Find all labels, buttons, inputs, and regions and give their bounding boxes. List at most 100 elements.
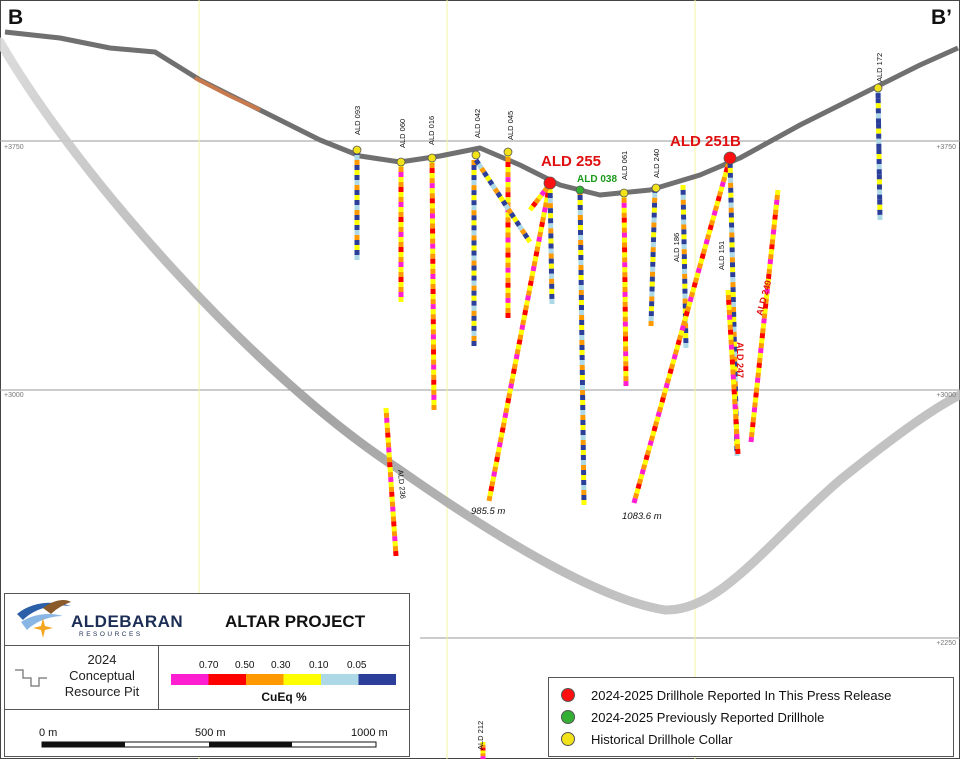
drill-interval [773,204,779,211]
drill-interval [699,253,706,260]
depth-ald-255: 985.5 m [471,506,505,517]
drill-interval [496,441,503,448]
collar-marker [427,153,437,163]
collar-marker [503,147,513,157]
drill-interval [517,224,524,232]
drill-interval [773,199,780,206]
drill-interval [702,243,709,250]
grade-legend-title: CuEq % [261,690,307,704]
drill-interval [540,211,547,218]
drill-interval [519,228,527,236]
drill-interval [662,387,669,394]
label-ald-061: ALD 061 [620,151,629,180]
drill-interval [763,298,769,304]
drill-interval [694,272,701,279]
drill-interval [514,220,522,227]
drill-interval [696,262,704,269]
collar-marker [543,176,557,190]
drill-interval [634,487,641,495]
drill-interval [533,197,541,205]
drill-interval [488,485,495,492]
pit-year: 2024 [87,652,117,667]
green-dot-icon [561,710,575,724]
drill-interval [770,229,777,235]
drill-interval [671,353,678,360]
project-title: ALTAR PROJECT [225,612,366,631]
drill-interval [509,211,516,219]
drill-interval [757,352,764,359]
drill-interval [539,189,547,197]
drill-interval [656,406,664,413]
drill-interval [762,308,768,314]
legend-item-reported: 2024-2025 Drillhole Reported In This Pre… [561,685,891,705]
drill-interval [493,461,499,468]
drillhole-traces [354,87,883,759]
drill-interval [750,421,756,428]
drill-interval [722,171,729,178]
scale-label: 0 m [39,727,58,739]
drill-interval [511,363,518,370]
collar-marker [723,151,737,165]
drill-interval [655,411,662,418]
drill-interval [686,301,693,308]
drill-interval [682,315,689,322]
red-dot-icon [561,688,575,702]
drill-interval [482,170,489,178]
drill-interval [539,221,545,228]
drill-interval [718,186,725,193]
drill-interval [540,216,546,223]
drill-interval [512,358,519,365]
drill-interval [749,426,756,433]
elevation-label: +3750 [4,144,24,151]
collar-marker [619,188,629,198]
drill-interval [503,203,511,211]
drill-interval [670,358,677,365]
drill-interval [503,407,510,414]
drill-interval [688,291,696,298]
drill-interval [772,209,779,215]
drill-interval [632,492,640,499]
legend-label: 2024-2025 Drillhole Reported In This Pre… [591,687,892,703]
drill-interval [766,268,773,275]
drill-interval [631,497,638,504]
drill-interval [522,309,529,316]
drill-interval [536,193,544,201]
drill-interval [765,273,772,280]
drill-interval [654,416,661,423]
drill-interval [514,348,521,355]
drill-interval [658,401,665,408]
drill-interval [490,476,497,482]
label-ald-045: ALD 045 [506,111,515,140]
drill-interval [499,427,506,433]
drill-interval [708,219,716,226]
drill-interval [768,249,775,255]
grade-swatch [283,674,321,685]
drill-interval [531,260,538,267]
topography-surface [4,29,960,198]
drill-interval [711,210,718,217]
drill-interval [764,288,770,295]
drill-interval [706,229,713,236]
company-subtitle: RESOURCES [79,631,143,638]
drill-interval [723,166,730,174]
drill-interval [507,388,514,394]
grade-tick: 0.30 [271,660,291,671]
drill-interval [509,378,515,385]
drill-interval [765,278,771,285]
drill-interval [698,257,705,265]
drill-interval [506,392,513,399]
pit-label-line2: Resource Pit [64,684,140,699]
drill-interval [684,305,692,313]
drill-interval [491,471,498,478]
drill-interval [674,344,681,351]
grade-tick: 0.50 [235,660,255,671]
drill-interval [537,231,544,238]
drill-interval [648,435,656,442]
drill-interval [519,324,526,331]
collar-marker [873,83,883,93]
section-start-label: B [8,6,24,29]
drill-interval [543,197,550,204]
drill-interval [498,432,505,438]
drill-interval [754,382,760,388]
drill-interval [751,412,757,418]
